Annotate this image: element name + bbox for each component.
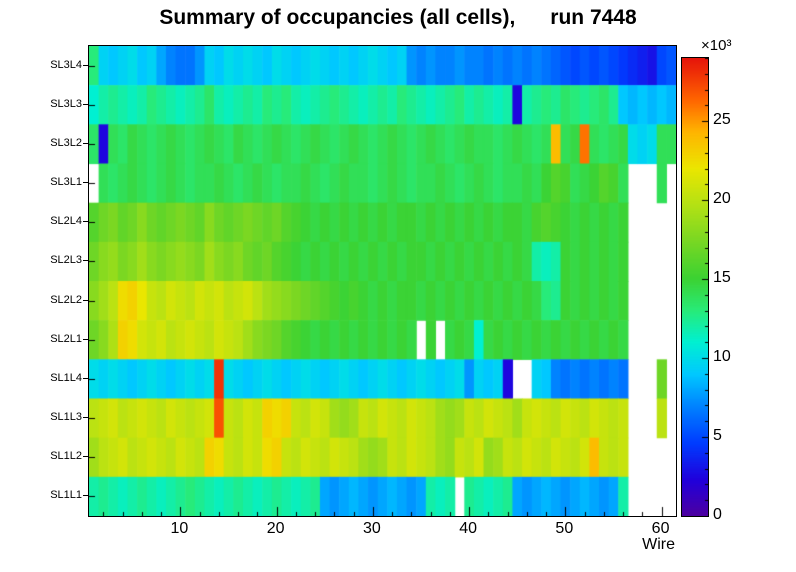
x-axis-tick-label: 30 xyxy=(362,520,381,537)
x-axis-tick-label: 20 xyxy=(266,520,285,537)
y-axis-label: SL2L2 xyxy=(50,293,82,306)
color-scale-tick-label: 25 xyxy=(713,111,731,129)
y-axis-label: SL2L1 xyxy=(50,332,82,345)
color-scale-tick-label: 5 xyxy=(713,427,722,445)
color-scale xyxy=(681,57,709,517)
color-scale-gradient xyxy=(682,58,708,516)
y-axis-tick xyxy=(83,417,88,418)
y-axis-label: SL1L3 xyxy=(50,411,82,424)
x-axis-tick-label: 40 xyxy=(459,520,477,537)
y-axis-tick xyxy=(83,143,88,144)
y-axis-tick xyxy=(83,378,88,379)
y-axis-tick xyxy=(83,182,88,183)
y-axis-tick xyxy=(83,495,88,496)
x-axis-tick-label: 60 xyxy=(651,520,670,537)
y-axis-tick xyxy=(83,300,88,301)
plot-area xyxy=(88,45,677,517)
color-scale-tick-label: 20 xyxy=(713,190,731,208)
color-scale-tick-label: 0 xyxy=(713,506,722,523)
y-axis-label: SL2L4 xyxy=(50,215,82,228)
y-axis-label: SL1L2 xyxy=(50,450,82,463)
color-scale-tick-label: 10 xyxy=(713,348,731,366)
y-axis-tick xyxy=(83,65,88,66)
y-axis-label: SL3L2 xyxy=(50,136,82,149)
color-scale-exponent: ×10³ xyxy=(701,37,732,54)
y-axis-tick xyxy=(83,104,88,105)
y-axis-label: SL3L1 xyxy=(50,176,82,189)
x-axis-title: Wire xyxy=(642,536,675,553)
y-axis-tick xyxy=(83,260,88,261)
chart-title: Summary of occupancies (all cells), run … xyxy=(159,6,637,29)
y-axis-label: SL3L3 xyxy=(50,97,82,110)
y-axis-tick xyxy=(83,339,88,340)
y-axis-label: SL1L4 xyxy=(50,371,82,384)
y-axis-tick xyxy=(83,456,88,457)
y-axis-tick xyxy=(83,221,88,222)
y-axis-label: SL3L4 xyxy=(50,58,82,71)
color-scale-tick-label: 15 xyxy=(713,269,731,287)
x-axis-tick-label: 10 xyxy=(170,520,189,537)
y-axis-label: SL2L3 xyxy=(50,254,82,267)
heatmap-canvas xyxy=(89,46,676,516)
y-axis-label: SL1L1 xyxy=(50,489,82,502)
x-axis-tick-label: 50 xyxy=(555,520,574,537)
